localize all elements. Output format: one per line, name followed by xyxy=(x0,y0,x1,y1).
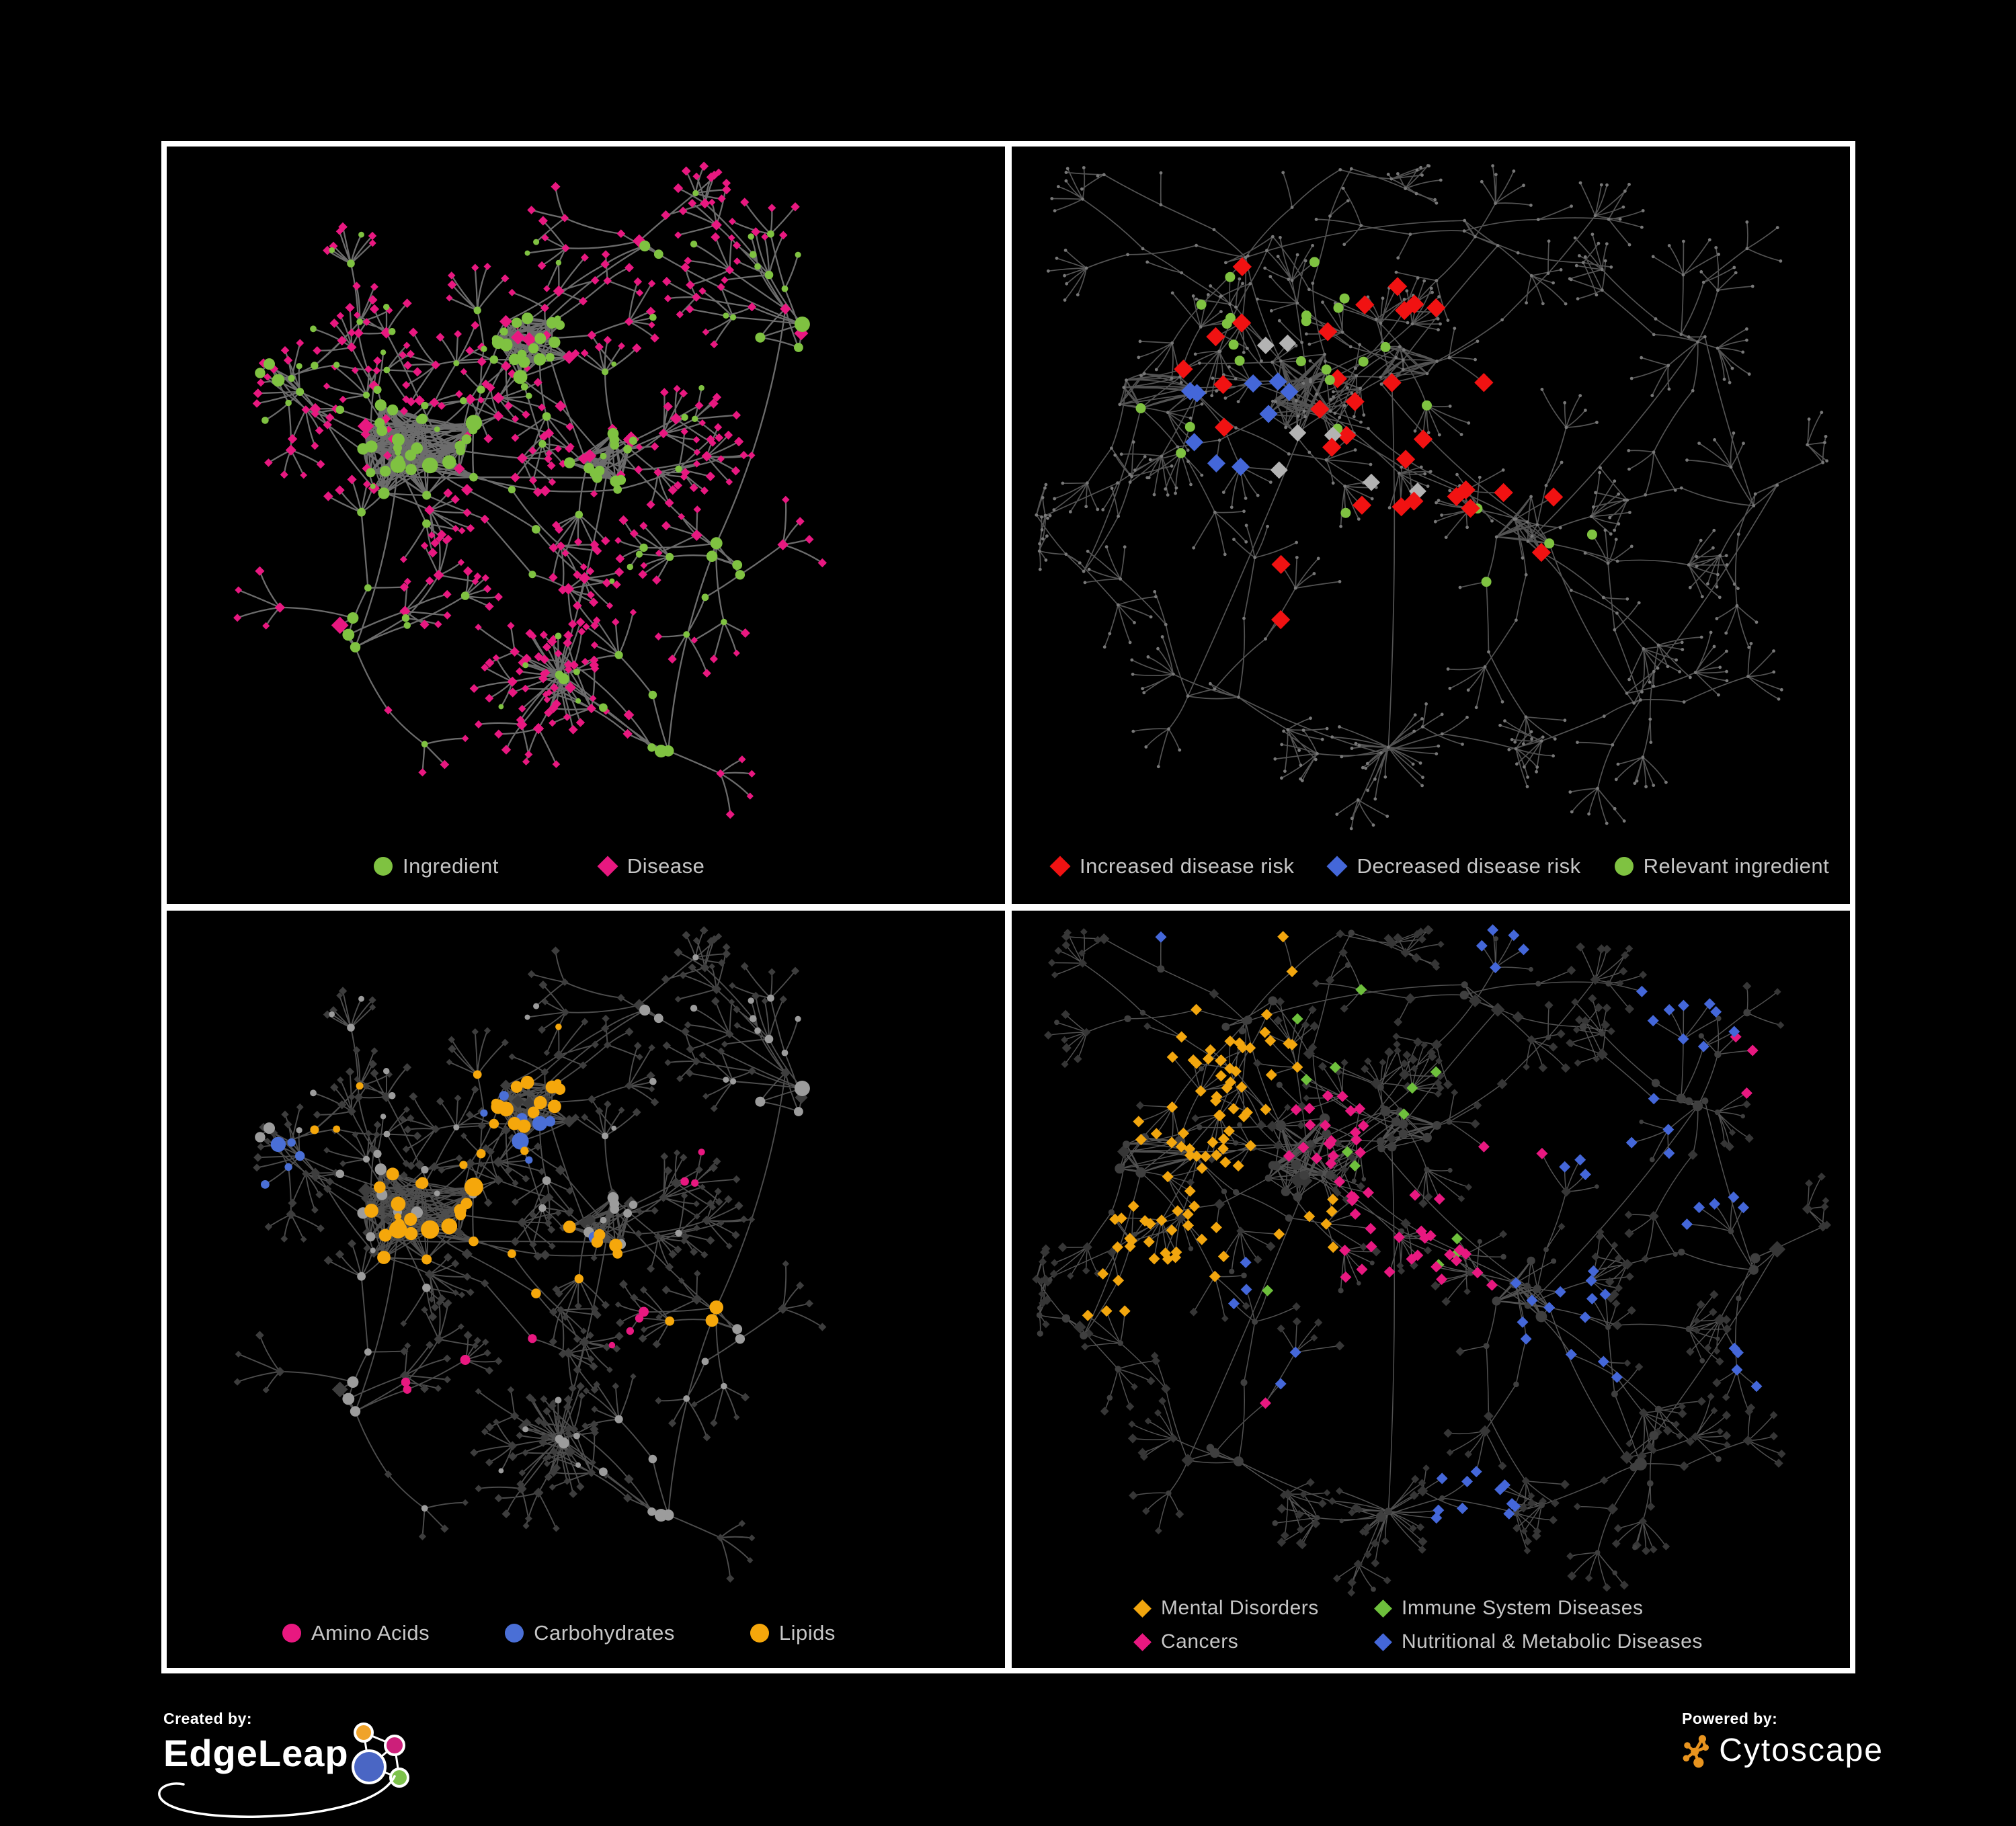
legend-item-nutritional-metabolic-diseases: Nutritional & Metabolic Diseases xyxy=(1374,1630,1703,1653)
legend-nutrient-categories: Amino Acids Carbohydrates Lipids xyxy=(282,1621,836,1645)
diamond-marker-icon xyxy=(1326,856,1348,877)
legend-label: Relevant ingredient xyxy=(1643,854,1830,878)
legend-disease-categories: Mental Disorders Immune System Diseases Ca… xyxy=(1133,1597,1703,1653)
circle-marker-icon xyxy=(750,1624,769,1643)
panel-ingredient-disease: Ingredient Disease xyxy=(167,147,1005,904)
legend-label: Increased disease risk xyxy=(1080,854,1295,878)
legend-label: Immune System Diseases xyxy=(1402,1597,1644,1619)
circle-marker-icon xyxy=(374,857,393,876)
diamond-marker-icon xyxy=(1133,1632,1152,1651)
diamond-marker-icon xyxy=(1133,1599,1152,1618)
legend-label: Ingredient xyxy=(403,854,499,878)
legend-item-cancers: Cancers xyxy=(1133,1630,1375,1653)
legend-item-immune-system-diseases: Immune System Diseases xyxy=(1374,1597,1703,1620)
edgeleap-logo-text: EdgeLeap xyxy=(163,1732,349,1774)
diamond-marker-icon xyxy=(1049,856,1071,877)
legend-label: Carbohydrates xyxy=(534,1621,675,1645)
edgeleap-logo-icon xyxy=(351,1723,409,1788)
legend-item-relevant-ingredient: Relevant ingredient xyxy=(1614,854,1830,878)
circle-marker-icon xyxy=(505,1624,524,1643)
legend-label: Lipids xyxy=(778,1621,836,1645)
legend-label: Nutritional & Metabolic Diseases xyxy=(1402,1630,1703,1653)
legend-item-amino-acids: Amino Acids xyxy=(282,1621,430,1645)
legend-item-carbohydrates: Carbohydrates xyxy=(505,1621,675,1645)
legend-label: Cancers xyxy=(1161,1630,1239,1653)
panel-nutrient-categories: Amino Acids Carbohydrates Lipids xyxy=(167,911,1005,1668)
legend-item-lipids: Lipids xyxy=(750,1621,836,1645)
legend-item-decreased-disease-risk: Decreased disease risk xyxy=(1326,854,1581,878)
created-by-label: Created by: xyxy=(163,1710,253,1727)
legend-disease-risk: Increased disease risk Decreased disease … xyxy=(1049,854,1830,878)
diamond-marker-icon xyxy=(1374,1632,1392,1651)
diamond-marker-icon xyxy=(1374,1599,1392,1618)
legend-label: Amino Acids xyxy=(311,1621,430,1645)
diamond-marker-icon xyxy=(597,856,618,877)
network-graph-disease-risk xyxy=(1035,164,1828,831)
panel-disease-categories: Mental Disorders Immune System Diseases Ca… xyxy=(1012,911,1850,1668)
legend-label: Decreased disease risk xyxy=(1357,854,1581,878)
circle-marker-icon xyxy=(1614,857,1634,876)
panel-disease-risk: Increased disease risk Decreased disease … xyxy=(1012,147,1850,904)
network-graph-ingredient-disease xyxy=(233,161,827,819)
legend-ingredient-disease: Ingredient Disease xyxy=(374,854,704,878)
cytoscape-credit: Powered by: xyxy=(1682,1710,1884,1790)
legend-item-disease: Disease xyxy=(597,854,705,878)
network-graph-disease-categories xyxy=(1032,924,1831,1597)
legend-label: Mental Disorders xyxy=(1161,1597,1319,1619)
legend-item-ingredient: Ingredient xyxy=(374,854,499,878)
network-graph-nutrient-categories xyxy=(233,926,827,1583)
legend-item-mental-disorders: Mental Disorders xyxy=(1133,1597,1375,1620)
legend-item-increased-disease-risk: Increased disease risk xyxy=(1049,854,1295,878)
panels-frame: Ingredient Disease Increased disease risk… xyxy=(161,141,1855,1673)
circle-marker-icon xyxy=(282,1624,301,1643)
powered-by-label: Powered by: xyxy=(1682,1710,1778,1727)
edgeleap-credit: Created by: EdgeLeap xyxy=(158,1710,452,1818)
legend-label: Disease xyxy=(627,854,705,878)
cytoscape-logo-icon xyxy=(1683,1735,1709,1768)
cytoscape-logo-text: Cytoscape xyxy=(1719,1733,1884,1768)
